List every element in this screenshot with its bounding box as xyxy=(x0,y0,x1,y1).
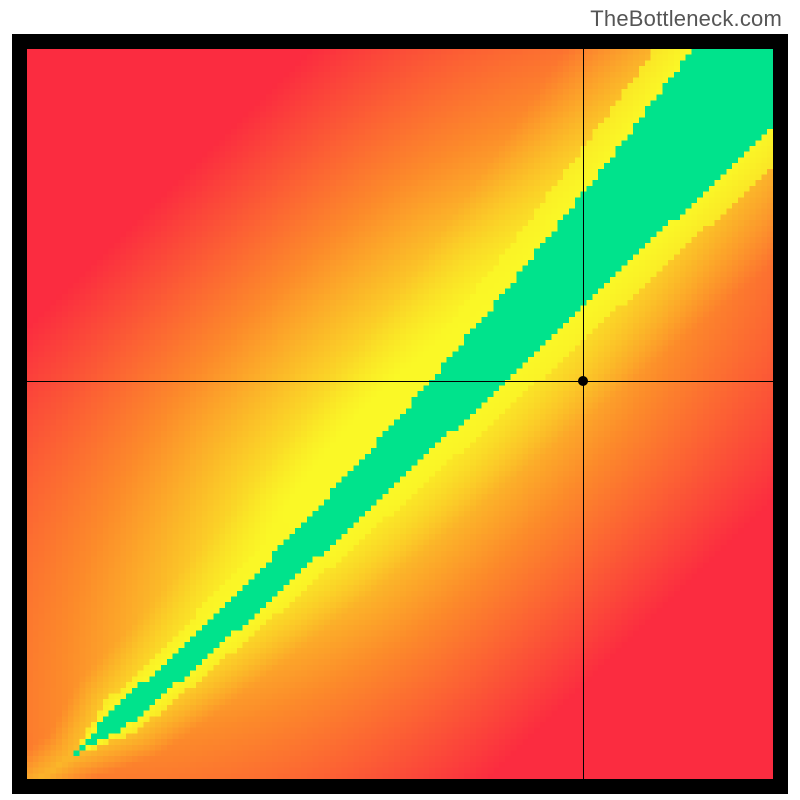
heatmap-plot-area xyxy=(27,49,773,779)
bottleneck-heatmap-chart: { "watermark_text": "TheBottleneck.com",… xyxy=(0,0,800,800)
watermark-text: TheBottleneck.com xyxy=(590,6,782,32)
crosshair-vertical xyxy=(583,49,584,779)
crosshair-marker-dot xyxy=(578,376,588,386)
heatmap-canvas xyxy=(27,49,773,779)
crosshair-horizontal xyxy=(27,381,773,382)
